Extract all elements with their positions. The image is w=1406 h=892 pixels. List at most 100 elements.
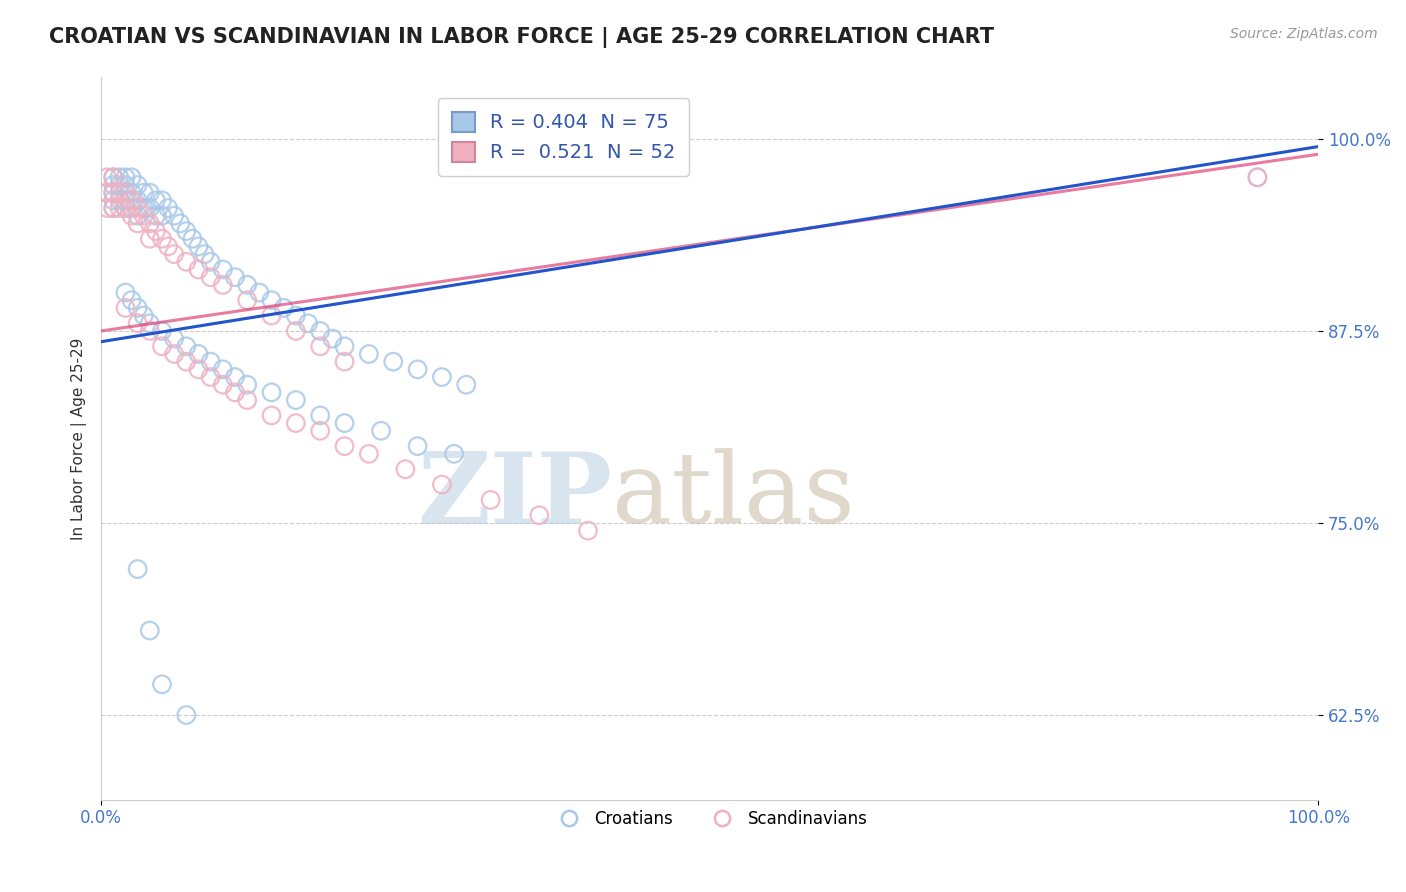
Point — [309, 409, 332, 423]
Point — [150, 194, 173, 208]
Point — [108, 194, 131, 208]
Point — [96, 170, 118, 185]
Point — [224, 370, 246, 384]
Point — [200, 354, 222, 368]
Point — [176, 354, 198, 368]
Point — [309, 339, 332, 353]
Point — [260, 409, 283, 423]
Point — [103, 194, 125, 208]
Point — [103, 170, 125, 185]
Point — [114, 201, 136, 215]
Text: atlas: atlas — [613, 449, 855, 544]
Point — [357, 347, 380, 361]
Point — [443, 447, 465, 461]
Legend: Croatians, Scandinavians: Croatians, Scandinavians — [546, 803, 875, 835]
Point — [114, 178, 136, 192]
Point — [103, 201, 125, 215]
Point — [145, 209, 167, 223]
Text: ZIP: ZIP — [418, 448, 613, 545]
Point — [284, 393, 307, 408]
Point — [236, 293, 259, 308]
Point — [108, 201, 131, 215]
Point — [121, 186, 143, 200]
Point — [139, 324, 162, 338]
Point — [284, 324, 307, 338]
Point — [163, 347, 186, 361]
Point — [200, 370, 222, 384]
Point — [127, 301, 149, 315]
Point — [132, 186, 155, 200]
Point — [284, 309, 307, 323]
Point — [247, 285, 270, 300]
Point — [1246, 170, 1268, 185]
Point — [139, 316, 162, 330]
Point — [333, 354, 356, 368]
Point — [236, 377, 259, 392]
Point — [121, 209, 143, 223]
Point — [127, 562, 149, 576]
Point — [382, 354, 405, 368]
Y-axis label: In Labor Force | Age 25-29: In Labor Force | Age 25-29 — [72, 337, 87, 540]
Point — [96, 186, 118, 200]
Point — [114, 170, 136, 185]
Point — [176, 339, 198, 353]
Point — [114, 201, 136, 215]
Point — [139, 232, 162, 246]
Point — [260, 309, 283, 323]
Point — [260, 293, 283, 308]
Point — [121, 170, 143, 185]
Point — [157, 201, 180, 215]
Point — [187, 262, 209, 277]
Point — [132, 209, 155, 223]
Point — [127, 201, 149, 215]
Point — [430, 370, 453, 384]
Point — [211, 362, 233, 376]
Point — [132, 201, 155, 215]
Text: Source: ZipAtlas.com: Source: ZipAtlas.com — [1230, 27, 1378, 41]
Point — [121, 194, 143, 208]
Point — [127, 216, 149, 230]
Point — [529, 508, 551, 523]
Point — [194, 247, 217, 261]
Point — [132, 309, 155, 323]
Point — [103, 186, 125, 200]
Point — [169, 216, 191, 230]
Point — [150, 324, 173, 338]
Point — [273, 301, 295, 315]
Point — [224, 385, 246, 400]
Point — [127, 194, 149, 208]
Point — [406, 362, 429, 376]
Point — [236, 277, 259, 292]
Point — [103, 186, 125, 200]
Point — [333, 416, 356, 430]
Point — [394, 462, 416, 476]
Text: CROATIAN VS SCANDINAVIAN IN LABOR FORCE | AGE 25-29 CORRELATION CHART: CROATIAN VS SCANDINAVIAN IN LABOR FORCE … — [49, 27, 994, 48]
Point — [176, 708, 198, 723]
Point — [145, 194, 167, 208]
Point — [145, 224, 167, 238]
Point — [163, 247, 186, 261]
Point — [370, 424, 392, 438]
Point — [224, 270, 246, 285]
Point — [187, 239, 209, 253]
Point — [211, 377, 233, 392]
Point — [200, 270, 222, 285]
Point — [163, 332, 186, 346]
Point — [150, 232, 173, 246]
Point — [108, 186, 131, 200]
Point — [127, 209, 149, 223]
Point — [150, 339, 173, 353]
Point — [200, 254, 222, 268]
Point — [333, 439, 356, 453]
Point — [187, 347, 209, 361]
Point — [96, 201, 118, 215]
Point — [114, 301, 136, 315]
Point — [456, 377, 478, 392]
Point — [181, 232, 204, 246]
Point — [103, 201, 125, 215]
Point — [150, 677, 173, 691]
Point — [321, 332, 343, 346]
Point — [139, 216, 162, 230]
Point — [157, 239, 180, 253]
Point — [176, 224, 198, 238]
